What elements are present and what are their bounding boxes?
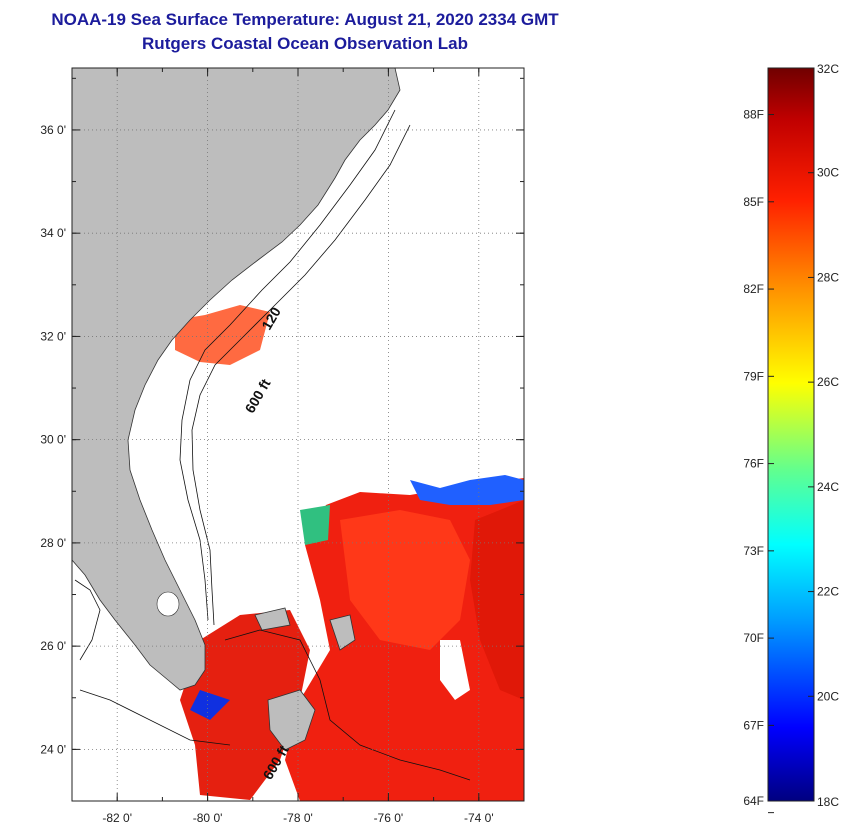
- lon-tick-label: -74 0': [464, 811, 494, 825]
- colorbar-label-celsius: 18C: [817, 795, 839, 809]
- axis-tick-labels: -82 0' -80 0' -78 0' -76 0' -74 0' 36 0' 34 0'…: [40, 123, 493, 825]
- colorbar-label-celsius: 20C: [817, 689, 839, 703]
- colorbar-label-celsius: 28C: [817, 270, 839, 284]
- lat-tick-label: 26 0': [40, 639, 66, 653]
- isobath-keys: [79, 689, 231, 746]
- lon-tick-label: -78 0': [283, 811, 313, 825]
- andros-island: [267, 689, 316, 751]
- cloud-gap: [440, 640, 470, 700]
- sst-patch-cool-edge: [410, 475, 524, 505]
- isobath-gulf: [74, 579, 101, 661]
- lat-tick-label: 24 0': [40, 742, 66, 756]
- sst-colorbar: [767, 67, 815, 802]
- lon-tick-label: -82 0': [102, 811, 132, 825]
- sst-patch-cool: [190, 690, 230, 720]
- colorbar-label-celsius: 24C: [817, 480, 839, 494]
- lat-tick-label: 30 0': [40, 433, 66, 447]
- lat-tick-label: 34 0': [40, 226, 66, 240]
- colorbar-label-fahrenheit: 76F: [743, 457, 764, 471]
- colorbar-label-fahrenheit: 82F: [743, 282, 764, 296]
- lat-tick-label: 32 0': [40, 329, 66, 343]
- sst-patch-bahamas: [180, 610, 310, 800]
- axis-ticks: [71, 68, 525, 802]
- bahamas-island: [329, 614, 356, 651]
- lon-tick-label: -80 0': [193, 811, 223, 825]
- sst-patch-warm-core: [340, 510, 470, 650]
- colorbar-label-celsius: 32C: [817, 62, 839, 76]
- colorbar-labels: 32C 30C 28C 26C 24C 22C 20C 18C 88F 85F 82F 79F 76F 7…: [743, 62, 839, 814]
- isobath-600ft: [191, 124, 411, 626]
- sst-patch-east: [470, 500, 524, 700]
- colorbar-label-fahrenheit: 67F: [743, 718, 764, 732]
- lon-tick-label: -76 0': [374, 811, 404, 825]
- map-title: NOAA-19 Sea Surface Temperature: August …: [51, 10, 559, 29]
- colorbar-label-fahrenheit: 73F: [743, 544, 764, 558]
- colorbar-label-fahrenheit: 85F: [743, 195, 764, 209]
- lake-okeechobee: [156, 591, 180, 617]
- lat-tick-label: 28 0': [40, 536, 66, 550]
- sst-data-layer: [175, 305, 524, 801]
- sst-patch-carolina: [175, 305, 270, 365]
- grand-bahama-island: [254, 607, 291, 631]
- land-layer: [72, 68, 401, 751]
- colorbar-label-fahrenheit: 79F: [743, 369, 764, 383]
- isobath-bahamas: [224, 629, 471, 781]
- us-east-coast-land: [72, 68, 401, 691]
- colorbar-label-fahrenheit: 88F: [743, 108, 764, 122]
- lat-tick-label: 36 0': [40, 123, 66, 137]
- isobath-contours: [74, 109, 471, 781]
- colorbar-label-celsius: 22C: [817, 585, 839, 599]
- colorbar-label-celsius: 26C: [817, 375, 839, 389]
- colorbar-label-fahrenheit: 70F: [743, 631, 764, 645]
- lat-lon-grid: [72, 68, 524, 801]
- isobath-120ft: [179, 109, 396, 621]
- map-subtitle: Rutgers Coastal Ocean Observation Lab: [142, 34, 468, 53]
- colorbar-label-celsius: 30C: [817, 166, 839, 180]
- sst-patch-green: [300, 505, 330, 545]
- colorbar-label-fahrenheit: 64F: [743, 794, 764, 808]
